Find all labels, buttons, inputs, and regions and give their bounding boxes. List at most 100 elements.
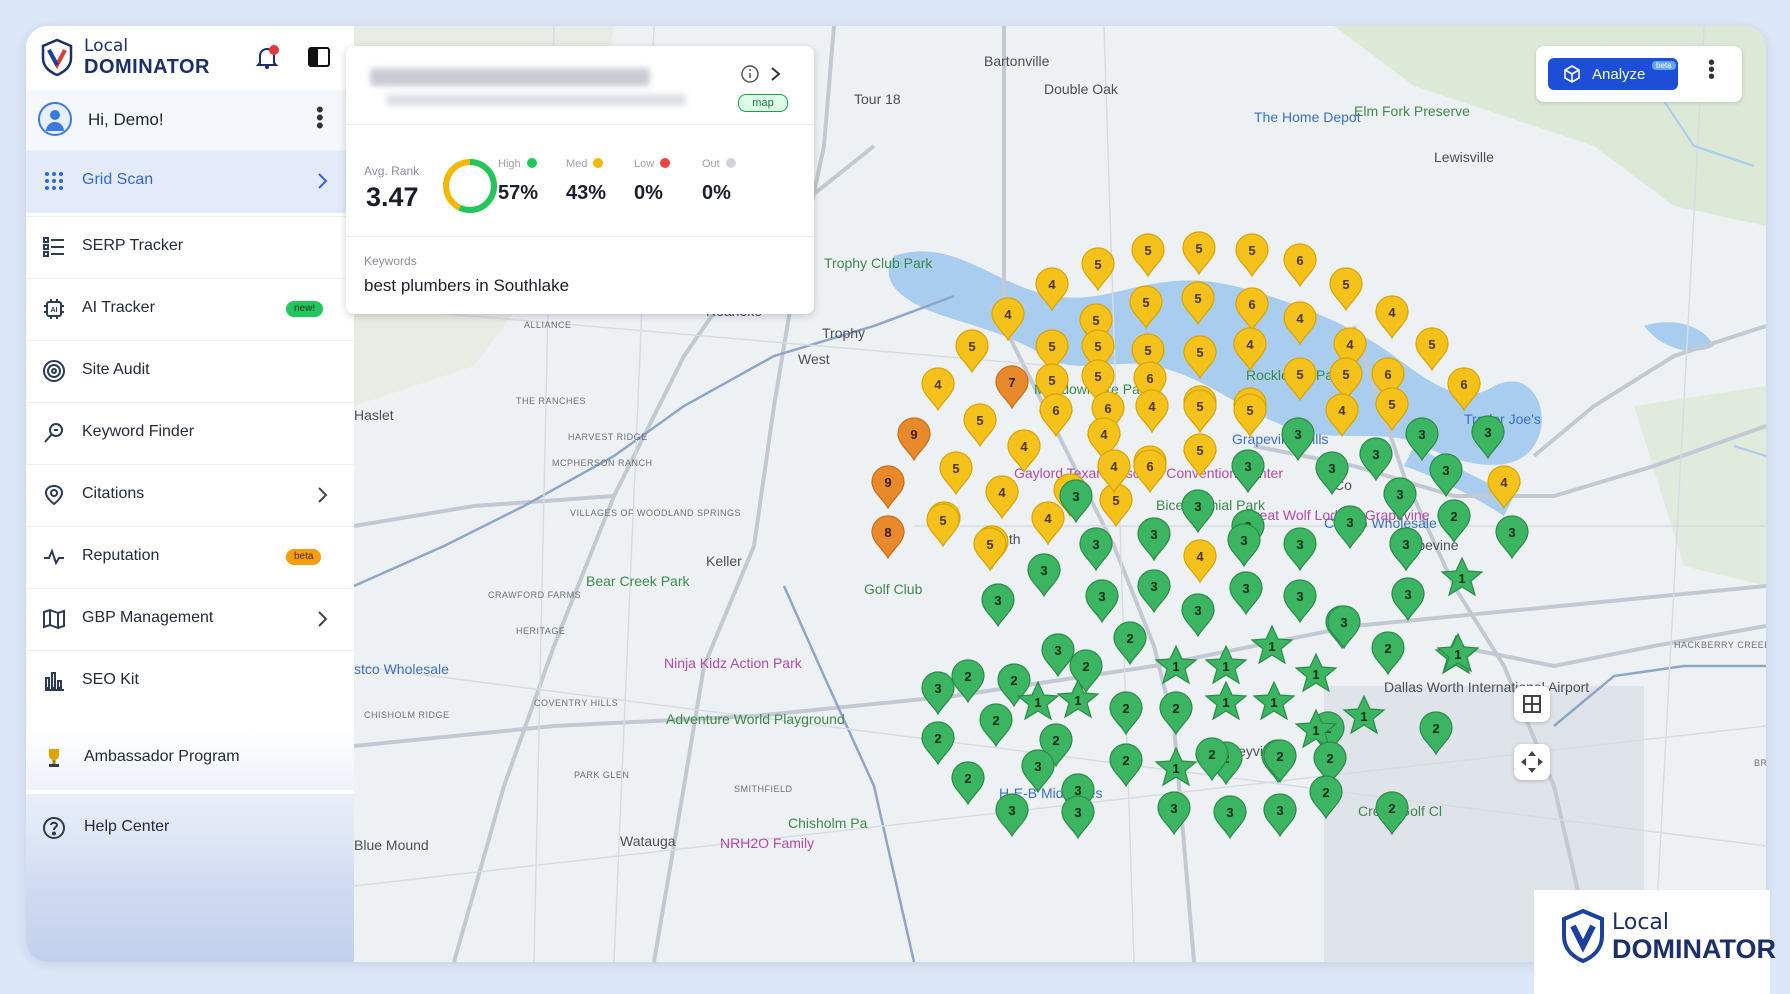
rank-pin[interactable]: 5 — [1129, 285, 1163, 330]
rank-pin[interactable]: 3 — [981, 583, 1015, 628]
rank-pin[interactable]: 3 — [1227, 523, 1261, 568]
rank-pin[interactable]: 9 — [897, 417, 931, 462]
rank-pin[interactable]: 4 — [1233, 327, 1267, 372]
rank-pin[interactable]: 5 — [955, 329, 989, 374]
rank-pin[interactable]: 2 — [979, 703, 1013, 748]
rank-pin[interactable]: 3 — [1283, 527, 1317, 572]
sidebar-item-ai-tracker[interactable]: AI AI Tracker new! — [26, 278, 354, 341]
rank-pin[interactable]: 2 — [1437, 499, 1471, 544]
rank-pin[interactable]: 2 — [951, 659, 985, 704]
rank-pin[interactable]: 3 — [1495, 515, 1529, 560]
rank-pin[interactable]: 3 — [1137, 517, 1171, 562]
ambassador-program-link[interactable]: Ambassador Program — [26, 726, 354, 790]
collapse-sidebar-icon[interactable] — [306, 44, 332, 70]
recenter-button[interactable] — [1514, 744, 1550, 780]
rank-pin[interactable]: 3 — [1405, 417, 1439, 462]
rank-pin[interactable]: 3 — [1327, 605, 1361, 650]
rank-pin[interactable]: 1 — [1154, 746, 1198, 787]
rank-pin[interactable]: 3 — [1181, 593, 1215, 638]
rank-pin[interactable]: 3 — [1021, 749, 1055, 794]
rank-pin[interactable]: 4 — [1487, 465, 1521, 510]
analyze-button[interactable]: Analyze beta — [1548, 58, 1678, 90]
rank-pin[interactable]: 3 — [1157, 791, 1191, 836]
rank-pin[interactable]: 1 — [1440, 556, 1484, 597]
rank-pin[interactable]: 4 — [1007, 429, 1041, 474]
rank-pin[interactable]: 6 — [1235, 287, 1269, 332]
rank-pin[interactable]: 6 — [1447, 367, 1481, 412]
rank-pin[interactable]: 3 — [1085, 579, 1119, 624]
sidebar-item-citations[interactable]: Citations — [26, 464, 354, 527]
sidebar-item-gbp-management[interactable]: GBP Management — [26, 588, 354, 651]
rank-pin[interactable]: 4 — [1325, 393, 1359, 438]
rank-pin[interactable]: 1 — [1056, 678, 1100, 719]
rank-pin[interactable]: 6 — [1283, 243, 1317, 288]
rank-pin[interactable]: 8 — [871, 515, 905, 560]
notification-bell-icon[interactable] — [254, 44, 280, 70]
sidebar-item-site-audit[interactable]: Site Audit — [26, 340, 354, 403]
rank-pin[interactable]: 2 — [1159, 691, 1193, 736]
rank-pin[interactable]: 3 — [1263, 793, 1297, 838]
rank-pin[interactable]: 5 — [1182, 231, 1216, 276]
rank-pin[interactable]: 1 — [1436, 632, 1480, 673]
rank-pin[interactable]: 2 — [1113, 621, 1147, 666]
rank-pin[interactable]: 3 — [1059, 479, 1093, 524]
rank-pin[interactable]: 5 — [926, 503, 960, 548]
rank-pin[interactable]: 5 — [1181, 281, 1215, 326]
rank-pin[interactable]: 4 — [1375, 295, 1409, 340]
rank-pin[interactable]: 1 — [1204, 644, 1248, 685]
rank-pin[interactable]: 3 — [1281, 417, 1315, 462]
rank-pin[interactable]: 3 — [1359, 437, 1393, 482]
sidebar-item-keyword-finder[interactable]: Keyword Finder — [26, 402, 354, 465]
rank-pin[interactable]: 1 — [1154, 644, 1198, 685]
rank-pin[interactable]: 2 — [1419, 711, 1453, 756]
rank-pin[interactable]: 5 — [1235, 233, 1269, 278]
rank-pin[interactable]: 3 — [1231, 449, 1265, 494]
rank-pin[interactable]: 4 — [1031, 501, 1065, 546]
rank-pin[interactable]: 3 — [1137, 569, 1171, 614]
rank-pin[interactable]: 2 — [921, 721, 955, 766]
rank-pin[interactable]: 3 — [1181, 489, 1215, 534]
rank-pin[interactable]: 5 — [973, 527, 1007, 572]
rank-pin[interactable]: 3 — [1027, 553, 1061, 598]
rank-pin[interactable]: 5 — [1415, 327, 1449, 372]
rank-pin[interactable]: 6 — [1133, 449, 1167, 494]
rank-pin[interactable]: 1 — [1204, 680, 1248, 721]
rank-pin[interactable]: 5 — [1131, 233, 1165, 278]
sidebar-item-seo-kit[interactable]: SEO Kit — [26, 650, 354, 713]
rank-pin[interactable]: 3 — [1429, 453, 1463, 498]
rank-pin[interactable]: 3 — [1061, 795, 1095, 840]
rank-pin[interactable]: 2 — [1375, 791, 1409, 836]
rank-pin[interactable]: 5 — [1183, 389, 1217, 434]
more-options-icon[interactable]: • • • — [1708, 52, 1716, 88]
help-center-link[interactable]: Help Center — [26, 794, 354, 864]
rank-pin[interactable]: 5 — [1081, 359, 1115, 404]
rank-pin[interactable]: 5 — [1183, 335, 1217, 380]
rank-pin[interactable]: 5 — [1081, 247, 1115, 292]
rank-pin[interactable]: 5 — [1035, 329, 1069, 374]
rank-pin[interactable]: 1 — [1016, 680, 1060, 721]
rank-pin[interactable]: 5 — [939, 451, 973, 496]
rank-pin[interactable]: 4 — [1097, 449, 1131, 494]
rank-pin[interactable]: 6 — [1039, 393, 1073, 438]
rank-pin[interactable]: 3 — [1283, 579, 1317, 624]
user-menu[interactable]: Hi, Demo! • • • — [26, 90, 354, 150]
chevron-right-icon[interactable] — [768, 64, 784, 84]
rank-pin[interactable]: 3 — [1229, 571, 1263, 616]
rank-pin[interactable]: 3 — [1471, 415, 1505, 460]
rank-pin[interactable]: 2 — [1109, 691, 1143, 736]
sidebar-item-grid-scan[interactable]: Grid Scan — [26, 150, 354, 213]
rank-pin[interactable]: 9 — [871, 465, 905, 510]
rank-pin[interactable]: 1 — [1252, 680, 1296, 721]
rank-pin[interactable]: 4 — [985, 475, 1019, 520]
rank-pin[interactable]: 5 — [1329, 357, 1363, 402]
rank-pin[interactable]: 3 — [1333, 505, 1367, 550]
rank-pin[interactable]: 2 — [1109, 743, 1143, 788]
rank-pin[interactable]: 5 — [963, 403, 997, 448]
rank-pin[interactable]: 2 — [1309, 775, 1343, 820]
rank-pin[interactable]: 4 — [1135, 389, 1169, 434]
map-layers-button[interactable] — [1514, 686, 1550, 722]
rank-pin[interactable]: 3 — [1315, 451, 1349, 496]
rank-pin[interactable]: 5 — [1375, 387, 1409, 432]
rank-pin[interactable]: 5 — [1329, 267, 1363, 312]
rank-pin[interactable]: 7 — [995, 365, 1029, 410]
